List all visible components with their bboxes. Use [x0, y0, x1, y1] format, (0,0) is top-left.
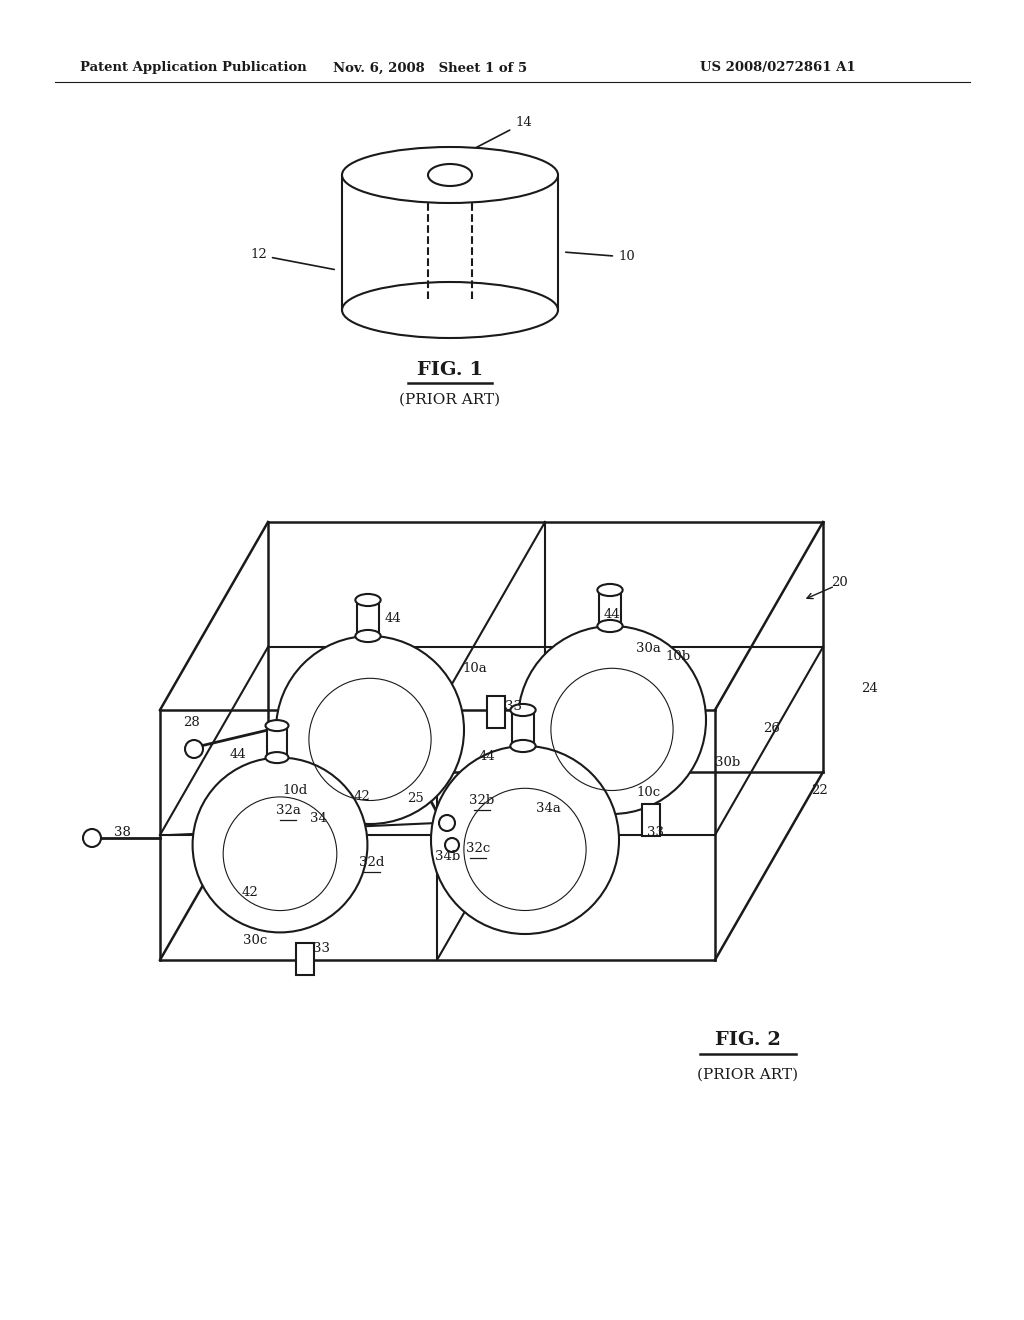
Text: 14: 14 — [461, 116, 531, 156]
Bar — [512, 710, 534, 746]
Text: 25: 25 — [407, 792, 423, 804]
Text: 33: 33 — [506, 700, 522, 713]
Text: 44: 44 — [603, 607, 621, 620]
Text: 42: 42 — [353, 789, 371, 803]
Bar — [357, 601, 379, 636]
Text: 10b: 10b — [666, 649, 690, 663]
Text: 34a: 34a — [536, 801, 560, 814]
Circle shape — [439, 814, 455, 832]
Text: Patent Application Publication: Patent Application Publication — [80, 62, 307, 74]
Ellipse shape — [355, 594, 381, 606]
Text: 32a: 32a — [275, 804, 300, 817]
Bar — [296, 942, 314, 975]
Text: 26: 26 — [764, 722, 780, 734]
Text: 33: 33 — [647, 825, 665, 838]
Ellipse shape — [428, 164, 472, 186]
Text: 34b: 34b — [435, 850, 461, 862]
Text: 30c: 30c — [243, 933, 267, 946]
Ellipse shape — [265, 752, 289, 763]
Text: Nov. 6, 2008   Sheet 1 of 5: Nov. 6, 2008 Sheet 1 of 5 — [333, 62, 527, 74]
Text: 24: 24 — [861, 681, 879, 694]
Text: US 2008/0272861 A1: US 2008/0272861 A1 — [700, 62, 856, 74]
Ellipse shape — [355, 630, 381, 642]
Text: 32d: 32d — [359, 855, 385, 869]
Text: 30b: 30b — [716, 755, 740, 768]
Text: (PRIOR ART): (PRIOR ART) — [697, 1068, 799, 1082]
Circle shape — [83, 829, 101, 847]
Text: 42: 42 — [242, 886, 258, 899]
Text: 44: 44 — [229, 747, 247, 760]
Text: 10: 10 — [566, 251, 635, 264]
Bar — [642, 804, 660, 836]
Ellipse shape — [510, 741, 536, 752]
Circle shape — [193, 758, 368, 932]
Ellipse shape — [597, 620, 623, 632]
Ellipse shape — [342, 147, 558, 203]
Ellipse shape — [510, 704, 536, 715]
Text: 32c: 32c — [466, 842, 490, 854]
Text: 28: 28 — [183, 715, 201, 729]
Text: (PRIOR ART): (PRIOR ART) — [399, 393, 501, 407]
Circle shape — [445, 838, 459, 851]
Text: 32b: 32b — [469, 793, 495, 807]
Text: 20: 20 — [831, 576, 848, 589]
Text: 34: 34 — [309, 812, 327, 825]
Text: 10a: 10a — [463, 661, 487, 675]
Text: 33: 33 — [313, 941, 331, 954]
Text: FIG. 2: FIG. 2 — [715, 1031, 781, 1049]
Text: FIG. 1: FIG. 1 — [417, 360, 483, 379]
Circle shape — [518, 626, 706, 814]
Ellipse shape — [342, 282, 558, 338]
Text: 10d: 10d — [283, 784, 307, 796]
Circle shape — [185, 741, 203, 758]
Bar — [267, 726, 287, 758]
Text: 22: 22 — [812, 784, 828, 796]
Text: 30a: 30a — [636, 642, 660, 655]
Text: 10c: 10c — [636, 785, 660, 799]
Text: 12: 12 — [250, 248, 334, 269]
Circle shape — [431, 746, 618, 935]
Ellipse shape — [597, 583, 623, 597]
Ellipse shape — [265, 721, 289, 731]
Text: 44: 44 — [385, 611, 401, 624]
Text: 44: 44 — [478, 750, 496, 763]
Text: 38: 38 — [114, 825, 130, 838]
Circle shape — [276, 636, 464, 824]
Bar — [599, 590, 621, 626]
Bar — [487, 696, 505, 729]
